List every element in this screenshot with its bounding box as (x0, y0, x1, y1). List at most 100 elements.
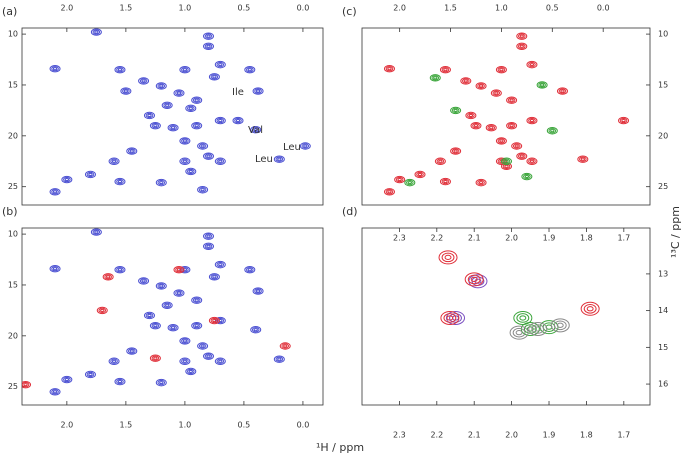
contour (212, 275, 217, 279)
contour (214, 60, 226, 69)
contour (204, 233, 213, 239)
contour (404, 178, 416, 187)
contour (127, 348, 136, 354)
contour (395, 176, 404, 183)
contour (122, 88, 130, 94)
contour (52, 390, 58, 394)
contour (191, 296, 203, 304)
peak (49, 264, 61, 273)
contour (429, 74, 441, 82)
contour (244, 266, 256, 274)
contour (406, 180, 414, 186)
contour (504, 159, 509, 163)
contour (169, 325, 177, 331)
x-tick-label: 2.1 (468, 431, 481, 440)
contour (170, 326, 176, 330)
contour (514, 144, 519, 148)
contour (49, 388, 61, 396)
peak (414, 170, 426, 179)
contour (179, 357, 191, 365)
peak (501, 157, 513, 165)
peak (490, 89, 502, 97)
contour (181, 358, 189, 364)
contour (516, 313, 530, 323)
contour (61, 175, 73, 184)
contour (188, 369, 193, 373)
contour (216, 117, 225, 124)
contour (214, 260, 226, 269)
x-tick-label: 0.5 (238, 421, 251, 430)
contour (526, 116, 538, 125)
contour (181, 138, 189, 144)
peak (279, 342, 291, 350)
contour (536, 81, 548, 89)
peak (185, 104, 197, 113)
peak (108, 157, 120, 165)
contour (88, 372, 93, 377)
contour (252, 87, 264, 95)
contour (516, 152, 528, 160)
y-tick-label: 15 (8, 280, 18, 289)
contour (218, 263, 223, 267)
annotation: Leu (255, 154, 273, 165)
annotation: Ile (232, 87, 244, 98)
contour (161, 101, 173, 110)
contour (138, 77, 150, 85)
contour (560, 89, 565, 93)
contour (147, 313, 152, 318)
contour (88, 172, 93, 177)
contour (176, 268, 182, 272)
contour (534, 326, 542, 332)
contour (214, 316, 226, 325)
contour (49, 264, 61, 273)
peak (143, 311, 155, 320)
peak (120, 87, 132, 95)
contour (138, 277, 150, 285)
contour (253, 328, 258, 332)
contour (102, 273, 114, 281)
peak (299, 142, 311, 150)
contour (206, 234, 211, 238)
y-tick-label: 10 (8, 30, 18, 39)
contour (198, 143, 207, 149)
contour (506, 121, 518, 130)
panel: (b) 2.0 1.5 1.0 0.5 0.0 10 15 20 25 (2, 205, 324, 430)
contour (210, 74, 219, 80)
peak (49, 64, 61, 73)
peak (138, 77, 150, 85)
contour (186, 105, 195, 111)
contour (176, 291, 182, 295)
contour (460, 77, 472, 85)
peak (526, 157, 538, 165)
contour (188, 106, 193, 110)
plot-area (438, 250, 600, 340)
contour (495, 157, 507, 165)
contour (157, 380, 166, 386)
contour (179, 66, 191, 74)
peak (485, 123, 497, 132)
contour (232, 116, 244, 125)
contour (275, 156, 284, 162)
contour (23, 383, 28, 387)
contour (453, 149, 458, 153)
contour (519, 44, 524, 48)
contour (497, 138, 506, 144)
contour (485, 123, 497, 132)
y-tick-label: 13 (658, 269, 668, 278)
contour (558, 88, 567, 94)
contour (283, 344, 288, 348)
contour (104, 274, 112, 280)
contour (185, 367, 197, 376)
contour (179, 137, 191, 145)
x-tick-label: 2.2 (430, 431, 443, 440)
contour (214, 357, 226, 365)
contour (299, 142, 311, 150)
contour (434, 157, 446, 165)
contour (507, 97, 516, 103)
contour (512, 327, 526, 338)
contour (254, 88, 262, 94)
contour (517, 43, 526, 49)
contour (526, 60, 538, 69)
x-tick-label: 1.9 (543, 234, 556, 243)
contour (524, 174, 530, 179)
